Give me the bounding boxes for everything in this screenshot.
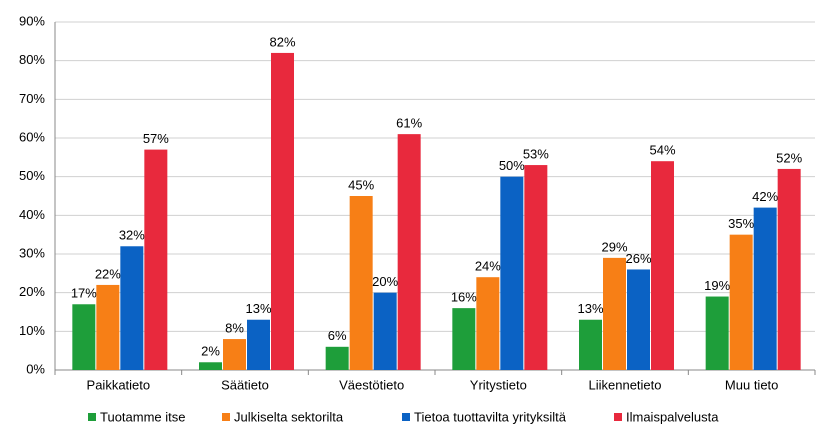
x-tick-label: Yritystieto xyxy=(470,377,527,392)
value-label: 54% xyxy=(649,143,675,158)
legend-swatch xyxy=(88,413,96,421)
bar xyxy=(199,362,222,370)
value-label: 53% xyxy=(523,147,549,162)
bar xyxy=(777,168,801,370)
y-tick-label: 40% xyxy=(19,207,45,222)
value-label: 82% xyxy=(269,34,295,49)
bar xyxy=(651,161,674,370)
y-tick-label: 30% xyxy=(19,245,45,260)
value-label: 13% xyxy=(245,301,271,316)
bar xyxy=(579,319,602,370)
y-tick-label: 90% xyxy=(19,13,45,28)
bar xyxy=(452,308,476,370)
value-label: 26% xyxy=(625,251,651,266)
bar xyxy=(753,207,777,370)
value-label: 42% xyxy=(752,189,778,204)
legend-swatch xyxy=(402,413,410,421)
x-tick-label: Muu tieto xyxy=(725,377,778,392)
bar xyxy=(627,269,650,370)
bar xyxy=(223,339,246,370)
value-label: 16% xyxy=(451,290,477,305)
value-label: 45% xyxy=(348,177,374,192)
value-label: 61% xyxy=(396,116,422,131)
legend-label: Tuotamme itse xyxy=(100,409,186,424)
bar xyxy=(72,304,96,370)
legend-label: Tietoa tuottavilta yrityksiltä xyxy=(414,409,567,424)
bar xyxy=(500,176,524,370)
value-label: 2% xyxy=(201,344,220,359)
bar xyxy=(144,149,168,370)
bar xyxy=(373,292,397,370)
value-label: 19% xyxy=(704,278,730,293)
value-label: 24% xyxy=(475,259,501,274)
value-label: 32% xyxy=(119,228,145,243)
legend-label: Ilmaispalvelusta xyxy=(626,409,719,424)
bar xyxy=(349,196,373,370)
bar xyxy=(729,234,753,370)
value-label: 50% xyxy=(499,158,525,173)
bar xyxy=(96,284,120,370)
x-tick-label: Säätieto xyxy=(221,377,269,392)
bar xyxy=(603,257,626,370)
y-tick-label: 70% xyxy=(19,91,45,106)
value-label: 22% xyxy=(95,266,121,281)
value-label: 13% xyxy=(577,301,603,316)
bar xyxy=(325,346,349,370)
bar xyxy=(397,134,421,370)
value-label: 17% xyxy=(71,286,97,301)
bar xyxy=(476,277,500,370)
legend-label: Julkiselta sektorilta xyxy=(234,409,344,424)
y-tick-label: 0% xyxy=(26,361,45,376)
bar xyxy=(120,246,144,370)
bar xyxy=(705,296,729,370)
legend-swatch xyxy=(614,413,622,421)
x-tick-label: Paikkatieto xyxy=(87,377,151,392)
y-tick-label: 10% xyxy=(19,323,45,338)
y-tick-label: 20% xyxy=(19,284,45,299)
x-tick-label: Liikennetieto xyxy=(589,377,662,392)
value-label: 52% xyxy=(776,150,802,165)
value-label: 8% xyxy=(225,321,244,336)
y-tick-label: 50% xyxy=(19,168,45,183)
bar xyxy=(271,52,294,370)
bar xyxy=(524,165,548,370)
x-tick-label: Väestötieto xyxy=(339,377,404,392)
y-tick-label: 80% xyxy=(19,52,45,67)
value-label: 57% xyxy=(143,131,169,146)
y-tick-label: 60% xyxy=(19,129,45,144)
value-label: 35% xyxy=(728,216,754,231)
value-label: 20% xyxy=(372,274,398,289)
bar xyxy=(247,319,270,370)
value-label: 29% xyxy=(601,239,627,254)
legend-swatch xyxy=(222,413,230,421)
value-label: 6% xyxy=(328,328,347,343)
